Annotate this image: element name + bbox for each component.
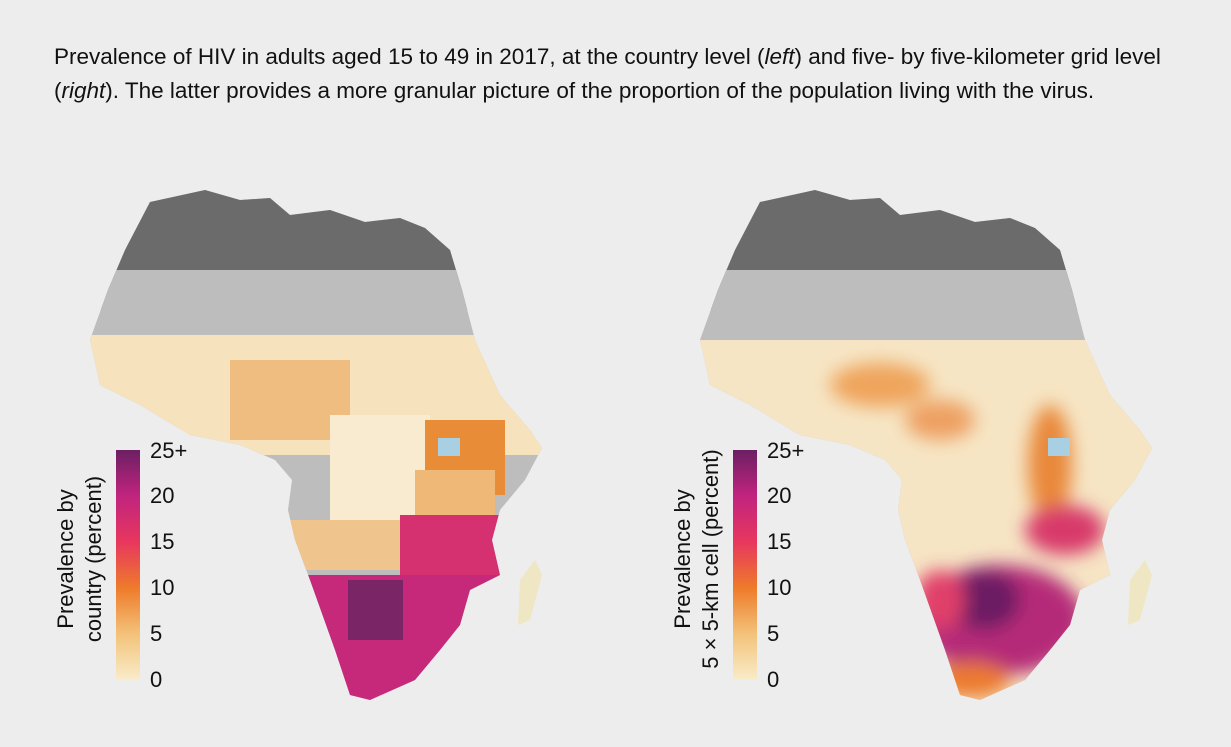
tick-10: 10 [767, 575, 792, 600]
south-west-hotspot [930, 662, 1010, 698]
nigeria-hotspot [830, 363, 930, 407]
drc-region [330, 415, 430, 525]
legend-title-line2: 5 × 5-km cell (percent) [698, 449, 723, 669]
caption-part3: ). The latter provides a more granular p… [105, 78, 1095, 103]
legend-title-line1: Prevalence by [53, 489, 78, 629]
grid-level-map-panel: 25+ 20 15 10 5 0 Prevalence by 5 × 5-km … [640, 180, 1200, 720]
caption-part1: Prevalence of HIV in adults aged 15 to 4… [54, 44, 765, 69]
cameroon-hotspot [905, 400, 975, 440]
tick-10: 10 [150, 575, 175, 600]
country-legend-title: Prevalence by country (percent) [52, 441, 108, 677]
tick-5: 5 [150, 621, 163, 646]
colorbar [733, 450, 757, 680]
madagascar [1128, 560, 1152, 625]
east-africa-hotspot [1028, 405, 1072, 525]
tick-20: 20 [150, 483, 175, 508]
zambia-mozambique-region [400, 515, 500, 575]
madagascar [518, 560, 542, 625]
grid-legend-title: Prevalence by 5 × 5-km cell (percent) [669, 428, 725, 690]
tick-0: 0 [767, 667, 780, 692]
caption-left-word: left [764, 44, 795, 69]
angola-region [290, 520, 410, 570]
tick-0: 0 [150, 667, 163, 692]
caption: Prevalence of HIV in adults aged 15 to 4… [54, 40, 1164, 108]
zambia-hotspot [1025, 505, 1105, 555]
country-level-map [90, 190, 542, 700]
botswana-hotspot [950, 570, 1020, 630]
caption-part2: ) and five- by five-kilometer grid level… [54, 44, 1161, 103]
sahel-no-data [700, 270, 1120, 340]
tick-5: 5 [767, 621, 780, 646]
tick-15: 15 [150, 529, 175, 554]
colorbar [116, 450, 140, 680]
sahel-no-data [90, 270, 510, 340]
legend-title-line2: country (percent) [81, 475, 106, 643]
tick-25: 25+ [150, 438, 188, 463]
lake-victoria [438, 438, 460, 456]
tick-25: 25+ [767, 438, 805, 463]
namibia-hotspot [915, 570, 965, 630]
tick-20: 20 [767, 483, 792, 508]
tick-15: 15 [767, 529, 792, 554]
country-level-map-panel: 25+ 20 15 10 5 0 Prevalence by country (… [30, 180, 590, 720]
lake-victoria [1048, 438, 1070, 456]
botswana-very-high [348, 580, 403, 640]
legend-title-line1: Prevalence by [670, 489, 695, 629]
caption-right-word: right [61, 78, 106, 103]
grid-level-map [700, 190, 1152, 700]
